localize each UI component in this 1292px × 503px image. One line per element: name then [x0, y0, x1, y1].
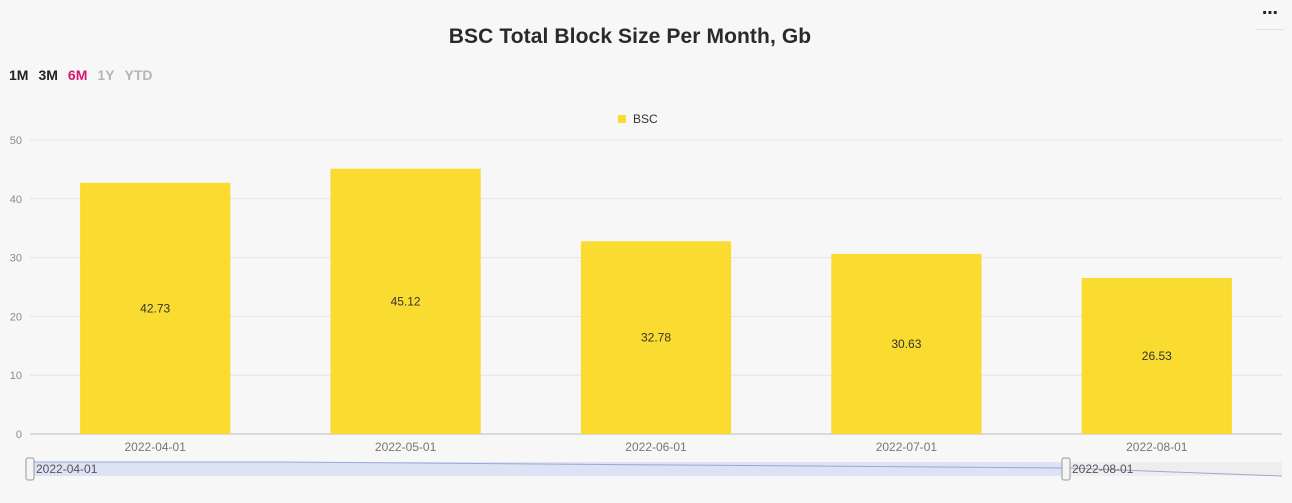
bar[interactable]: [580, 241, 732, 434]
navigator-right-handle[interactable]: [1061, 457, 1071, 481]
navigator-start-label: 2022-04-01: [36, 462, 98, 476]
x-tick-label: 2022-07-01: [876, 440, 938, 454]
range-selector: 1M 3M 6M 1Y YTD: [9, 67, 152, 83]
legend-label[interactable]: BSC: [633, 112, 658, 126]
y-tick-label: 40: [10, 194, 22, 206]
navigator-selection[interactable]: [30, 462, 1066, 476]
bar[interactable]: [80, 182, 231, 434]
y-tick-label: 20: [10, 311, 22, 323]
bar[interactable]: [330, 168, 481, 434]
y-tick-label: 50: [10, 135, 22, 147]
chart-menu-button[interactable]: ⋯: [1256, 4, 1284, 30]
bar[interactable]: [1081, 278, 1232, 434]
x-tick-label: 2022-04-01: [125, 440, 187, 454]
range-button-6m[interactable]: 6M: [67, 67, 88, 83]
legend-swatch[interactable]: [618, 115, 626, 123]
x-tick-label: 2022-06-01: [625, 440, 687, 454]
bar[interactable]: [831, 253, 982, 434]
data-label: 42.73: [140, 301, 170, 315]
y-tick-label: 0: [16, 429, 22, 441]
data-label: 30.63: [891, 337, 921, 351]
range-button-1m[interactable]: 1M: [9, 67, 29, 83]
range-button-1y[interactable]: 1Y: [97, 67, 115, 83]
range-button-3m[interactable]: 3M: [38, 67, 58, 83]
navigator-left-handle[interactable]: [25, 457, 35, 481]
y-tick-label: 30: [10, 253, 22, 265]
navigator-series-line: [30, 461, 1283, 477]
data-label: 45.12: [391, 294, 421, 308]
x-tick-label: 2022-08-01: [1126, 440, 1188, 454]
y-tick-label: 10: [10, 370, 22, 382]
data-label: 26.53: [1142, 349, 1172, 363]
data-label: 32.78: [641, 331, 671, 345]
chart-title: BSC Total Block Size Per Month, Gb: [448, 25, 812, 48]
x-tick-label: 2022-05-01: [375, 440, 437, 454]
range-button-ytd[interactable]: YTD: [124, 67, 153, 83]
navigator-end-label: 2022-08-01: [1072, 462, 1134, 476]
